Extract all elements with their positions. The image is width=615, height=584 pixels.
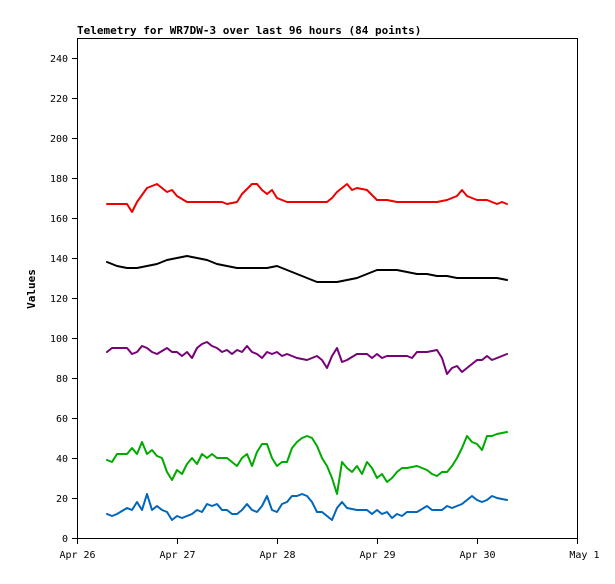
y-tick-label: 20 (56, 494, 68, 505)
series-line-1 (106, 183, 508, 213)
y-tick-label: 80 (56, 374, 68, 385)
y-tick-label: 220 (50, 94, 68, 105)
series-group (106, 183, 508, 521)
x-tick-label: Apr 29 (359, 550, 395, 561)
x-tick-label: Apr 27 (159, 550, 195, 561)
series-line-2 (106, 255, 508, 283)
y-tick-label: 120 (50, 294, 68, 305)
y-tick-label: 160 (50, 214, 68, 225)
x-tick-label: Apr 30 (459, 550, 495, 561)
x-axis: Apr 26 Apr 27 Apr 28 Apr 29 Apr 30 May 1 (59, 538, 600, 561)
plot-frame (77, 38, 578, 539)
y-tick-label: 140 (50, 254, 68, 265)
chart-title: Telemetry for WR7DW-3 over last 96 hours… (77, 24, 421, 37)
x-tick-label: Apr 26 (59, 550, 95, 561)
x-tick-label: Apr 28 (259, 550, 295, 561)
series-line-4 (106, 431, 508, 495)
y-tick-label: 100 (50, 334, 68, 345)
y-tick-label: 180 (50, 174, 68, 185)
y-tick-label: 40 (56, 454, 68, 465)
series-line-5 (106, 493, 508, 521)
y-axis: 0 20 40 60 80 100 120 140 160 180 200 220 240 (50, 54, 77, 545)
x-tick-label: May 1 (569, 550, 599, 561)
y-tick-label: 0 (62, 534, 68, 545)
y-tick-label: 200 (50, 134, 68, 145)
series-line-3 (106, 341, 508, 375)
y-axis-label: Values (25, 269, 38, 309)
y-tick-label: 60 (56, 414, 68, 425)
y-tick-label: 240 (50, 54, 68, 65)
